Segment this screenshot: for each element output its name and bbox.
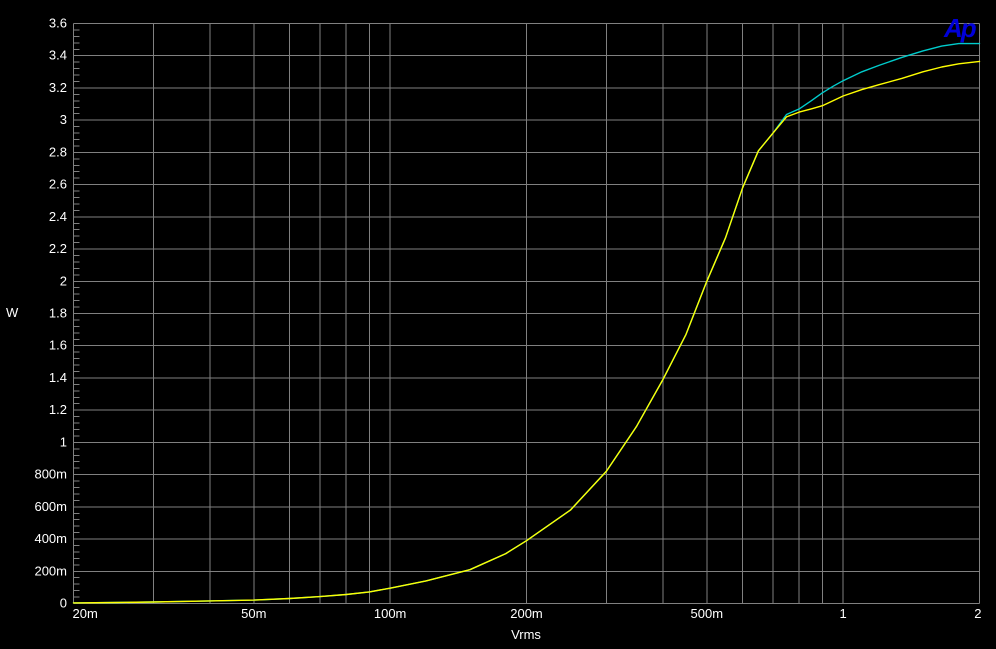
y-tick-label: 200m	[34, 563, 67, 578]
y-tick-label: 1	[60, 434, 67, 449]
x-tick-label: 1	[840, 606, 847, 621]
y-tick-label: 3	[60, 112, 67, 127]
y-tick-label: 3.6	[49, 16, 67, 31]
x-tick-label: 100m	[374, 606, 407, 621]
y-tick-label: 1.8	[49, 306, 67, 321]
y-tick-label: 800m	[34, 467, 67, 482]
x-tick-label: 2	[974, 606, 981, 621]
grid	[73, 23, 980, 604]
y-tick-label: 2.2	[49, 241, 67, 256]
y-tick-label: 0	[60, 596, 67, 611]
y-axis-unit-label: W	[6, 305, 19, 320]
x-axis-unit-label: Vrms	[511, 627, 541, 642]
x-tick-label: 50m	[241, 606, 266, 621]
y-tick-label: 1.6	[49, 338, 67, 353]
y-tick-label: 1.4	[49, 370, 67, 385]
y-tick-label: 400m	[34, 531, 67, 546]
y-tick-label: 600m	[34, 499, 67, 514]
y-tick-label: 2.6	[49, 177, 67, 192]
x-tick-label: 20m	[73, 606, 98, 621]
tick-labels: 3.6 3.4 3.2 3 2.8 2.6 2.4 2.2 2 1.8 1.6 1.4 1.2 1 800m…	[34, 16, 981, 622]
audio-precision-logo: Ap	[944, 13, 977, 43]
y-minor-ticks	[73, 29, 80, 598]
y-tick-label: 1.2	[49, 402, 67, 417]
x-tick-label: 200m	[510, 606, 543, 621]
y-tick-label: 2.8	[49, 144, 67, 159]
x-tick-label: 500m	[691, 606, 724, 621]
y-tick-label: 2	[60, 273, 67, 288]
y-tick-label: 3.2	[49, 80, 67, 95]
y-tick-label: 2.4	[49, 209, 67, 224]
y-tick-label: 3.4	[49, 48, 67, 63]
yellow-trace	[72, 60, 981, 604]
